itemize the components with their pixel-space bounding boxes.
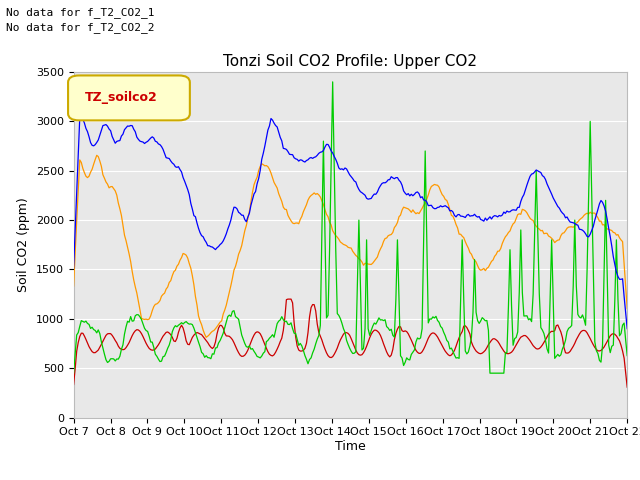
Text: TZ_soilco2: TZ_soilco2 [84,91,157,105]
Text: No data for f_T2_CO2_2: No data for f_T2_CO2_2 [6,22,155,33]
X-axis label: Time: Time [335,440,366,453]
Y-axis label: Soil CO2 (ppm): Soil CO2 (ppm) [17,197,30,292]
Title: Tonzi Soil CO2 Profile: Upper CO2: Tonzi Soil CO2 Profile: Upper CO2 [223,54,477,70]
FancyBboxPatch shape [68,75,190,120]
Text: No data for f_T2_CO2_1: No data for f_T2_CO2_1 [6,7,155,18]
